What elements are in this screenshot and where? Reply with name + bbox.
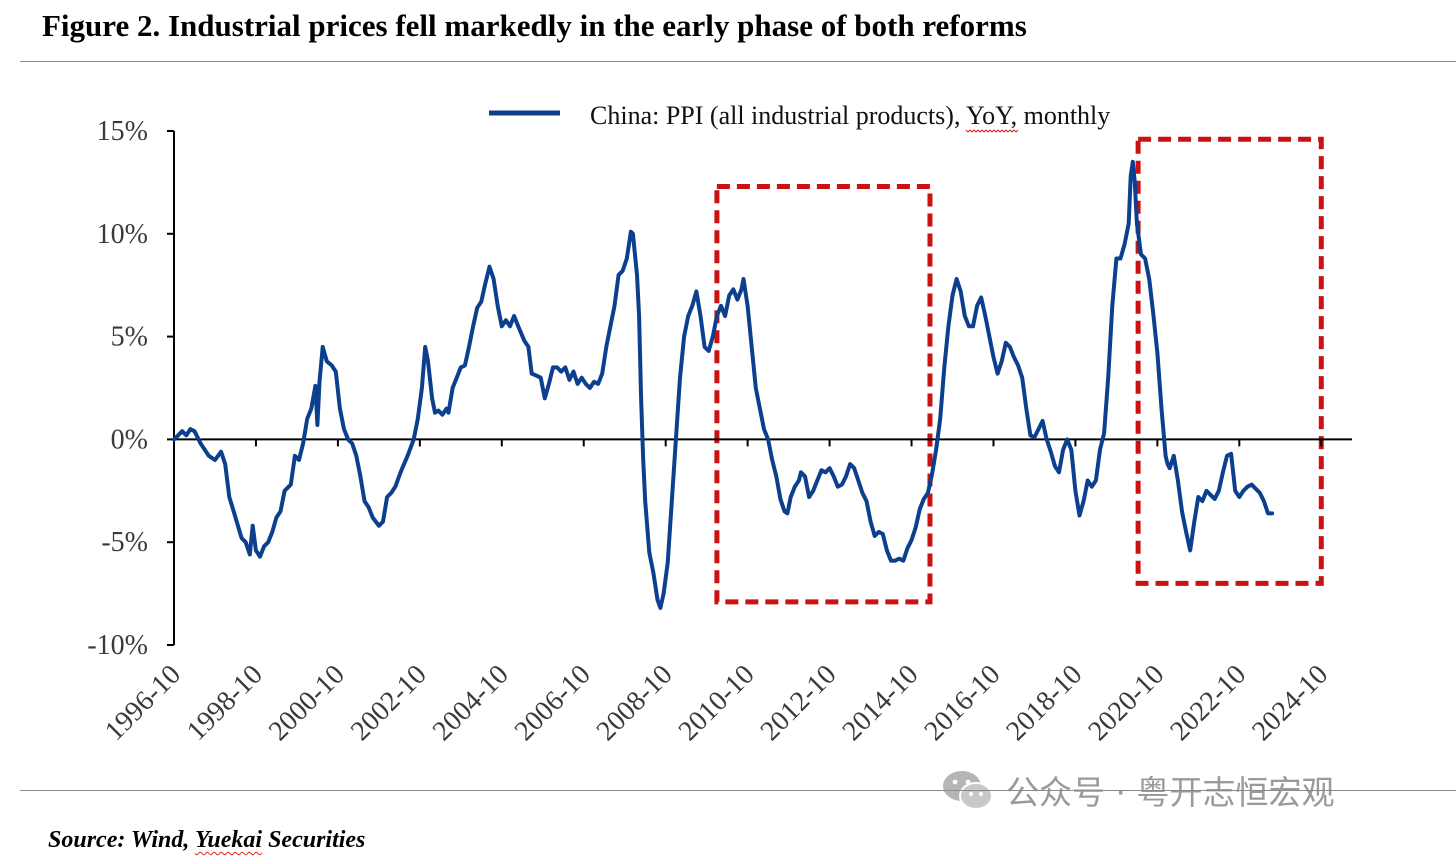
highlight-boxes — [714, 136, 1324, 605]
x-tick-label: 2018-10 — [1000, 659, 1088, 747]
figure-title: Figure 2. Industrial prices fell markedl… — [42, 8, 1027, 43]
x-tick-label: 2016-10 — [919, 659, 1007, 747]
bottom-rule — [20, 790, 1456, 791]
highlight-box-reform-1 — [714, 184, 933, 605]
source-suffix: Securities — [262, 827, 366, 853]
watermark-text: 公众号 · 粤开志恒宏观 — [1006, 773, 1335, 812]
x-tick-label: 1998-10 — [181, 659, 269, 747]
y-tick-label: 0% — [111, 424, 148, 455]
source-note: Source: Wind, Yuekai Securities — [48, 827, 365, 854]
source-prefix: Source: Wind, — [48, 827, 195, 853]
y-tick-label: 5% — [111, 322, 148, 353]
y-tick-label: 10% — [97, 219, 148, 250]
x-tick-label: 2002-10 — [345, 659, 433, 747]
x-tick-label: 2024-10 — [1246, 659, 1334, 747]
y-tick-label: 15% — [97, 116, 148, 147]
wechat-icon — [943, 771, 993, 810]
x-tick-label: 2022-10 — [1164, 659, 1252, 747]
legend-spell-underline — [965, 129, 1019, 133]
y-tick-label: -10% — [87, 630, 148, 661]
ppi-chart: 15%10%5%0%-5%-10%1996-101998-102000-1020… — [87, 101, 1352, 747]
x-tick-label: 2000-10 — [263, 659, 351, 747]
x-tick-label: 2012-10 — [755, 659, 843, 747]
x-tick-label: 2006-10 — [509, 659, 597, 747]
x-tick-label: 2008-10 — [591, 659, 679, 747]
legend: China: PPI (all industrial products), Yo… — [489, 101, 1110, 133]
x-tick-label: 2020-10 — [1082, 659, 1170, 747]
series-line-ppi — [172, 159, 1275, 610]
x-tick-label: 2014-10 — [837, 659, 925, 747]
top-rule — [20, 61, 1456, 62]
highlight-box-reform-2 — [1135, 136, 1324, 586]
x-tick-label: 2004-10 — [427, 659, 515, 747]
watermark: 公众号 · 粤开志恒宏观 — [940, 764, 1334, 816]
legend-label: China: PPI (all industrial products), Yo… — [590, 101, 1110, 130]
series-layer — [172, 159, 1275, 610]
x-tick-label: 1996-10 — [99, 659, 187, 747]
source-underlined: Yuekai — [194, 827, 263, 853]
y-tick-label: -5% — [101, 527, 148, 558]
x-tick-label: 2010-10 — [673, 659, 761, 747]
